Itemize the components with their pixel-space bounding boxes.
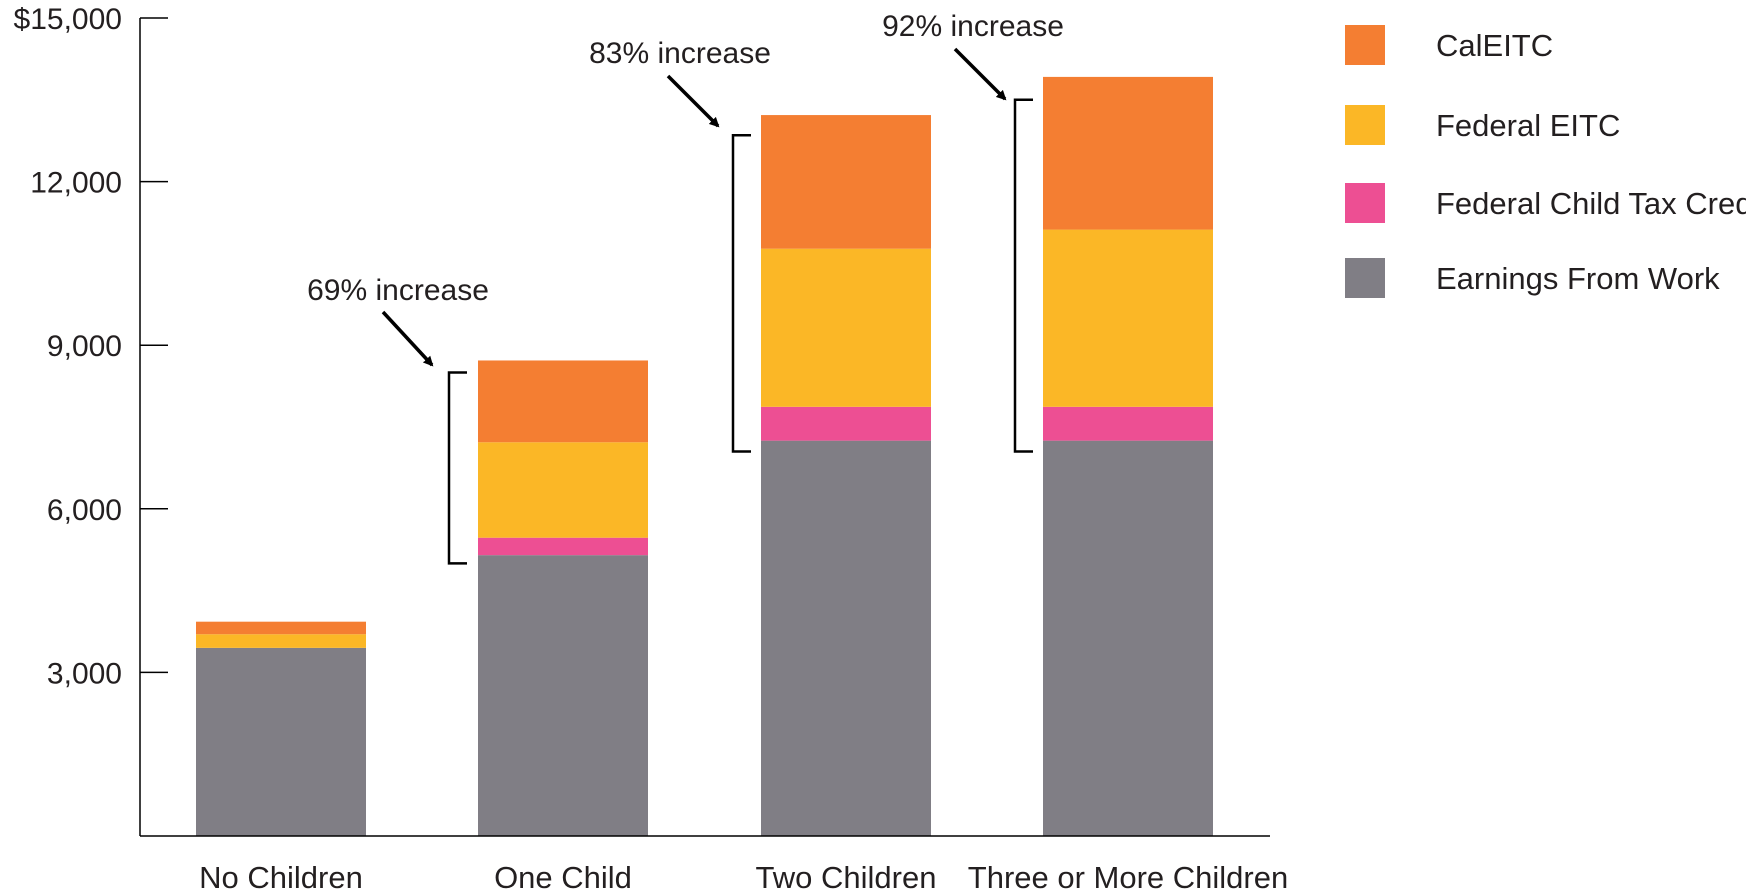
legend-label: CalEITC <box>1436 28 1553 63</box>
bar-segment-caleitc <box>478 360 648 443</box>
annotation-label: 83% increase <box>589 37 771 70</box>
legend-swatch <box>1345 258 1385 298</box>
bar-segment-federal-child-tax-credit <box>761 406 931 441</box>
bar-segment-earnings-from-work <box>196 647 366 836</box>
bar-segment-federal-eitc <box>1043 229 1213 407</box>
legend-swatch <box>1345 25 1385 65</box>
bar-segment-earnings-from-work <box>478 555 648 836</box>
y-tick-label: 3,000 <box>47 657 122 690</box>
annotation-label: 92% increase <box>882 10 1064 43</box>
bar-segment-caleitc <box>1043 76 1213 230</box>
bar-segment-earnings-from-work <box>761 440 931 836</box>
arrow <box>953 47 1007 101</box>
bracket <box>1013 98 1033 453</box>
bar-segment-caleitc <box>761 115 931 249</box>
annotations: 69% increase 83% increase 92% increase <box>307 10 1064 565</box>
bar-segment-earnings-from-work <box>1043 440 1213 836</box>
x-axis: No Children One Child Two Children Three or… <box>140 835 1288 895</box>
x-category-label: Two Children <box>756 860 937 895</box>
arrow <box>666 74 720 128</box>
legend-label: Federal Child Tax Credit <box>1436 186 1746 221</box>
x-category-label: Three or More Children <box>968 860 1288 895</box>
bar-segment-caleitc <box>196 621 366 635</box>
x-category-label: No Children <box>199 860 363 895</box>
bar-segment-federal-child-tax-credit <box>1043 406 1213 441</box>
x-category-label: One Child <box>494 860 632 895</box>
legend-label: Federal EITC <box>1436 108 1620 143</box>
legend-swatch <box>1345 105 1385 145</box>
bracket <box>731 133 751 453</box>
bar-segment-federal-child-tax-credit <box>478 537 648 556</box>
annotation-label: 69% increase <box>307 274 489 307</box>
legend-swatch <box>1345 183 1385 223</box>
arrow <box>381 310 434 367</box>
y-tick-label: 6,000 <box>47 494 122 527</box>
bar-segment-federal-eitc <box>478 442 648 538</box>
y-tick-label: $15,000 <box>14 3 122 36</box>
legend-label: Earnings From Work <box>1436 261 1720 296</box>
y-axis: 3,000 6,000 9,000 12,000 $15,000 <box>14 3 168 836</box>
legend: CalEITC Federal EITC Federal Child Tax Cre… <box>1345 25 1746 298</box>
bar-segment-federal-eitc <box>761 248 931 407</box>
y-tick-label: 12,000 <box>30 167 122 200</box>
bracket <box>447 371 467 565</box>
y-tick-label: 9,000 <box>47 330 122 363</box>
bar-segment-federal-eitc <box>196 634 366 648</box>
bars <box>196 76 1213 836</box>
